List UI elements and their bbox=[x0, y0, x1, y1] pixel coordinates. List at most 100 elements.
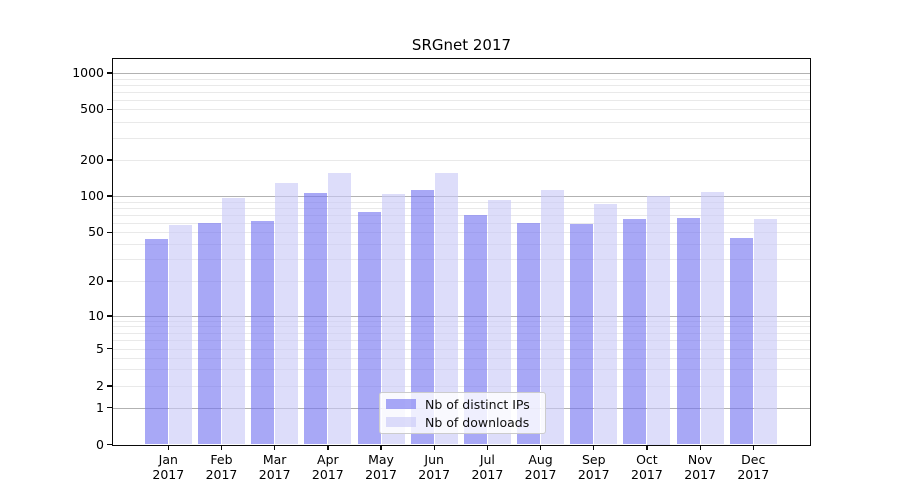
x-tick-mark bbox=[433, 445, 435, 450]
legend-swatch-distinct-ips bbox=[386, 399, 416, 409]
bar-distinct-ips-sep bbox=[570, 223, 594, 445]
y-tick-label: 20 bbox=[88, 273, 104, 288]
bar-downloads-aug bbox=[541, 190, 565, 445]
y-tick-label: 1 bbox=[96, 399, 104, 415]
minor-gridline bbox=[113, 78, 810, 80]
x-tick-mark bbox=[699, 445, 701, 450]
minor-gridline bbox=[113, 244, 810, 246]
minor-gridline bbox=[113, 160, 810, 161]
minor-gridline bbox=[113, 214, 810, 216]
y-tick-label: 0 bbox=[96, 436, 104, 452]
minor-gridline bbox=[113, 99, 810, 101]
x-tick-mark bbox=[752, 445, 754, 450]
minor-gridline bbox=[113, 259, 810, 261]
x-tick-mark bbox=[486, 445, 489, 450]
bar-distinct-ips-feb bbox=[197, 222, 221, 445]
legend-entry-distinct-ips: Nb of distinct IPs bbox=[386, 396, 545, 412]
x-tick-mark bbox=[380, 445, 382, 450]
minor-gridline bbox=[113, 207, 810, 209]
y-tick-label: 1000 bbox=[72, 65, 104, 80]
x-tick-mark bbox=[274, 445, 276, 450]
x-tick-mark bbox=[539, 445, 542, 450]
minor-gridline bbox=[113, 137, 810, 139]
minor-gridline bbox=[113, 369, 810, 371]
legend-label-distinct-ips: Nb of distinct IPs bbox=[425, 396, 530, 412]
x-tick-label-apr: Apr 2017 bbox=[311, 452, 344, 482]
bar-downloads-jul bbox=[487, 200, 511, 445]
bar-distinct-ips-may bbox=[357, 211, 381, 445]
minor-gridline bbox=[113, 281, 810, 282]
y-tick-label: 500 bbox=[80, 101, 104, 117]
minor-gridline bbox=[113, 326, 810, 328]
chart-title: SRGnet 2017 bbox=[411, 36, 512, 54]
plot-area bbox=[113, 59, 810, 445]
bar-distinct-ips-aug bbox=[517, 222, 541, 445]
legend-label-downloads: Nb of downloads bbox=[425, 414, 530, 430]
y-tick-mark bbox=[107, 159, 113, 161]
y-tick-mark bbox=[107, 406, 113, 409]
x-tick-label-jul: Jul 2017 bbox=[471, 452, 504, 482]
bar-distinct-ips-nov bbox=[676, 217, 700, 445]
y-tick-mark bbox=[107, 108, 113, 110]
x-tick-label-may: May 2017 bbox=[365, 452, 397, 482]
y-tick-mark bbox=[107, 443, 113, 446]
y-tick-mark bbox=[107, 231, 113, 233]
x-tick-label-sep: Sep 2017 bbox=[577, 452, 610, 482]
y-tick-mark bbox=[107, 72, 113, 74]
y-tick-mark bbox=[107, 347, 113, 350]
y-tick-mark bbox=[107, 315, 113, 317]
y-tick-mark bbox=[107, 195, 113, 197]
minor-gridline bbox=[113, 232, 810, 234]
minor-gridline bbox=[113, 121, 810, 123]
legend-entry-downloads: Nb of downloads bbox=[386, 414, 545, 430]
bar-downloads-jun bbox=[434, 172, 458, 445]
minor-gridline bbox=[113, 84, 810, 86]
minor-gridline bbox=[113, 332, 810, 334]
major-gridline bbox=[113, 316, 810, 317]
y-tick-label: 5 bbox=[96, 340, 104, 356]
x-tick-label-jun: Jun 2017 bbox=[418, 452, 451, 482]
x-tick-label-oct: Oct 2017 bbox=[631, 452, 663, 482]
y-tick-label: 2 bbox=[96, 378, 104, 393]
y-tick-label: 200 bbox=[80, 152, 104, 167]
bar-downloads-feb bbox=[221, 197, 245, 445]
minor-gridline bbox=[113, 222, 810, 224]
y-tick-label: 100 bbox=[80, 188, 104, 203]
minor-gridline bbox=[113, 109, 810, 111]
minor-gridline bbox=[113, 386, 810, 387]
bar-downloads-sep bbox=[594, 203, 618, 445]
y-tick-label: 50 bbox=[88, 224, 104, 240]
minor-gridline bbox=[113, 348, 810, 350]
minor-gridline bbox=[113, 201, 810, 203]
x-tick-label-mar: Mar 2017 bbox=[258, 452, 291, 482]
bar-distinct-ips-jan bbox=[144, 239, 168, 445]
x-tick-label-dec: Dec 2017 bbox=[737, 452, 770, 482]
bar-downloads-apr bbox=[328, 172, 352, 445]
bar-downloads-nov bbox=[700, 191, 724, 445]
y-tick-mark bbox=[107, 280, 113, 282]
bar-distinct-ips-jul bbox=[463, 215, 487, 445]
minor-gridline bbox=[113, 91, 810, 93]
minor-gridline bbox=[113, 339, 810, 341]
bar-distinct-ips-oct bbox=[623, 219, 647, 445]
bar-downloads-may bbox=[381, 194, 405, 445]
x-tick-mark bbox=[167, 445, 169, 450]
bar-downloads-dec bbox=[753, 218, 777, 445]
major-gridline bbox=[113, 73, 810, 74]
bar-distinct-ips-dec bbox=[729, 237, 753, 445]
x-tick-mark bbox=[593, 445, 595, 450]
x-tick-mark bbox=[220, 445, 223, 450]
minor-gridline bbox=[113, 357, 810, 359]
bar-distinct-ips-mar bbox=[251, 221, 275, 445]
legend: Nb of distinct IPs Nb of downloads bbox=[379, 392, 546, 434]
x-tick-label-nov: Nov 2017 bbox=[684, 452, 716, 482]
x-tick-label-aug: Aug 2017 bbox=[524, 452, 557, 482]
bar-distinct-ips-jun bbox=[410, 189, 434, 445]
x-tick-label-feb: Feb 2017 bbox=[205, 452, 238, 482]
bar-downloads-jan bbox=[168, 224, 192, 445]
y-tick-mark bbox=[107, 385, 113, 387]
minor-gridline bbox=[113, 320, 810, 322]
bar-distinct-ips-apr bbox=[304, 193, 328, 445]
x-tick-mark bbox=[646, 445, 648, 450]
